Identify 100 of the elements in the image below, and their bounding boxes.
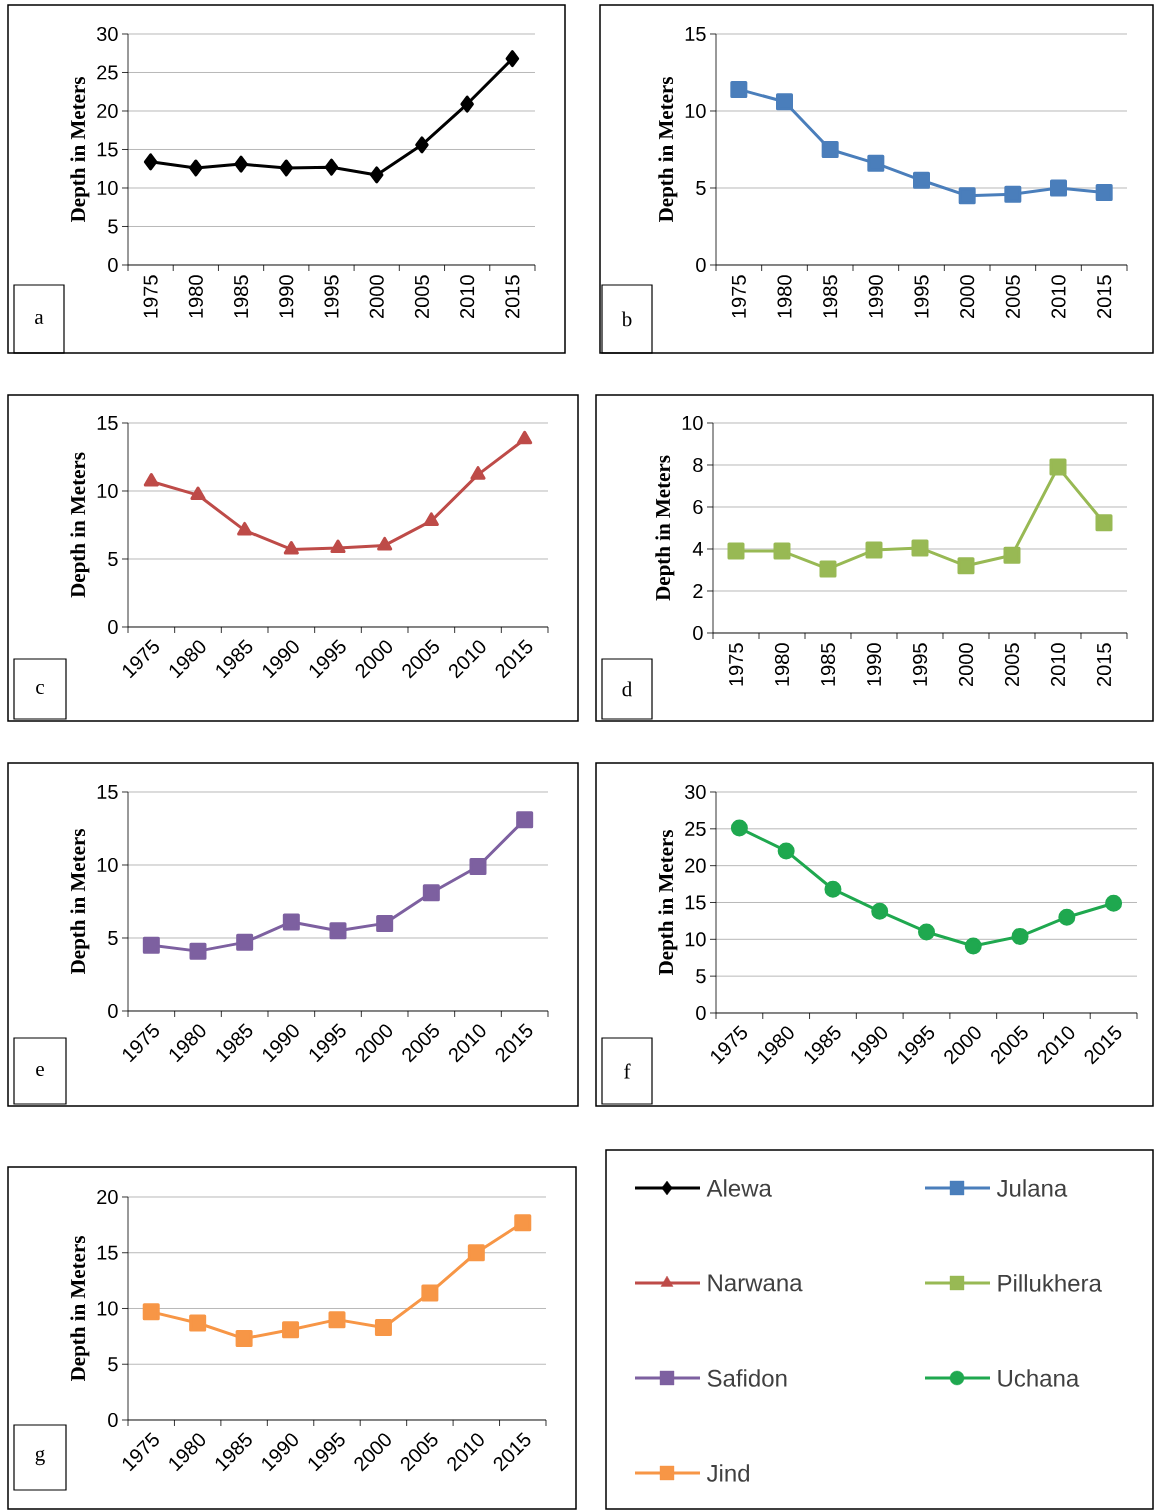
x-tick-label: 1995 [912, 643, 928, 686]
point [189, 159, 203, 177]
point [1011, 927, 1029, 945]
y-tick-label: 25 [685, 821, 706, 836]
point [143, 472, 159, 487]
point [824, 880, 842, 898]
point [415, 136, 429, 154]
y-tick-label: 0 [108, 1003, 118, 1019]
x-tick-label: 2015 [1096, 643, 1112, 687]
x-tick-label: 1980 [774, 643, 790, 686]
y-tick-label: 5 [108, 552, 118, 566]
point [190, 486, 206, 501]
point [328, 1311, 346, 1329]
y-tick-label: 5 [696, 969, 706, 984]
y-tick-label: 5 [696, 181, 706, 195]
text: c [36, 683, 45, 695]
point [871, 902, 889, 920]
point [234, 155, 248, 173]
x-tick-label: 1975 [731, 275, 746, 318]
point [143, 153, 158, 171]
x-tick-label: 1985 [233, 275, 249, 318]
y-tick-label: 10 [685, 932, 706, 947]
point [514, 1214, 532, 1232]
x-tick-label: 2000 [958, 643, 974, 687]
y-tick-label: 20 [685, 858, 706, 873]
x-tick-label: 2010 [1050, 643, 1066, 687]
text: a [35, 313, 44, 325]
x-tick-label: 2000 [960, 275, 975, 319]
y-tick-label: 4 [692, 542, 703, 556]
x-tick-label: 1990 [279, 275, 294, 318]
point [469, 857, 487, 875]
point [517, 430, 533, 445]
text: d [622, 681, 632, 697]
legend-label: Pillukhera [998, 1274, 1102, 1292]
point [279, 159, 294, 177]
y-axis-title: Depth in Meters [70, 77, 90, 223]
point [369, 166, 384, 184]
point [377, 536, 393, 551]
y-axis-title: Depth in Meters [655, 455, 675, 601]
x-tick-label: 1980 [777, 275, 792, 318]
y-tick-label: 15 [97, 142, 118, 157]
x-tick-label: 2015 [1097, 275, 1112, 319]
point [957, 557, 975, 575]
point [142, 1303, 160, 1321]
y-axis-title: Depth in Meters [658, 830, 678, 976]
point [819, 560, 837, 578]
point [422, 884, 440, 902]
point [189, 942, 207, 960]
point [730, 80, 748, 98]
legend-label: Narwana [708, 1274, 803, 1292]
point [1050, 179, 1067, 197]
y-tick-label: 15 [97, 416, 118, 430]
point [776, 93, 793, 111]
x-tick-label: 1975 [728, 643, 744, 686]
y-tick-label: 10 [97, 857, 118, 873]
x-tick-label: 1995 [324, 275, 339, 318]
text: b [621, 311, 632, 327]
point [283, 540, 299, 555]
point [777, 842, 795, 860]
point [964, 937, 982, 955]
y-tick-label: 10 [97, 1301, 118, 1316]
y-tick-label: 15 [97, 785, 118, 799]
y-tick-label: 30 [96, 26, 118, 42]
x-tick-label: 1980 [188, 275, 203, 318]
point [236, 933, 254, 951]
point [865, 541, 883, 559]
point [460, 95, 474, 113]
point [282, 1321, 300, 1339]
point [237, 521, 253, 536]
point [730, 819, 748, 837]
point [958, 187, 976, 205]
legend-label: Julana [996, 1179, 1068, 1197]
y-tick-label: 15 [685, 895, 706, 910]
point [423, 512, 439, 526]
point [421, 1284, 439, 1302]
x-tick-label: 1990 [866, 643, 882, 686]
legend-label: Safidon [707, 1369, 787, 1387]
x-tick-label: 2010 [1051, 275, 1066, 319]
y-tick-label: 8 [693, 457, 703, 473]
y-tick-label: 0 [108, 257, 118, 273]
point [918, 923, 935, 941]
x-tick-label: 1995 [914, 275, 929, 318]
point [374, 1318, 392, 1336]
y-tick-label: 5 [108, 931, 118, 945]
point [727, 542, 745, 560]
point [773, 542, 791, 560]
y-tick-label: 20 [97, 103, 118, 119]
y-tick-label: 6 [693, 499, 703, 515]
y-tick-label: 0 [696, 1005, 706, 1021]
text: g [35, 1449, 45, 1466]
point [235, 1330, 253, 1348]
x-tick-label: 1985 [823, 275, 838, 318]
point [821, 140, 839, 158]
legend-label: Uchana [998, 1369, 1080, 1387]
x-tick-label: 1990 [868, 275, 883, 318]
point [1095, 184, 1113, 202]
point [1105, 894, 1123, 912]
x-tick-label: 2010 [460, 275, 475, 319]
y-tick-label: 10 [682, 415, 703, 431]
text: f [624, 1063, 631, 1079]
